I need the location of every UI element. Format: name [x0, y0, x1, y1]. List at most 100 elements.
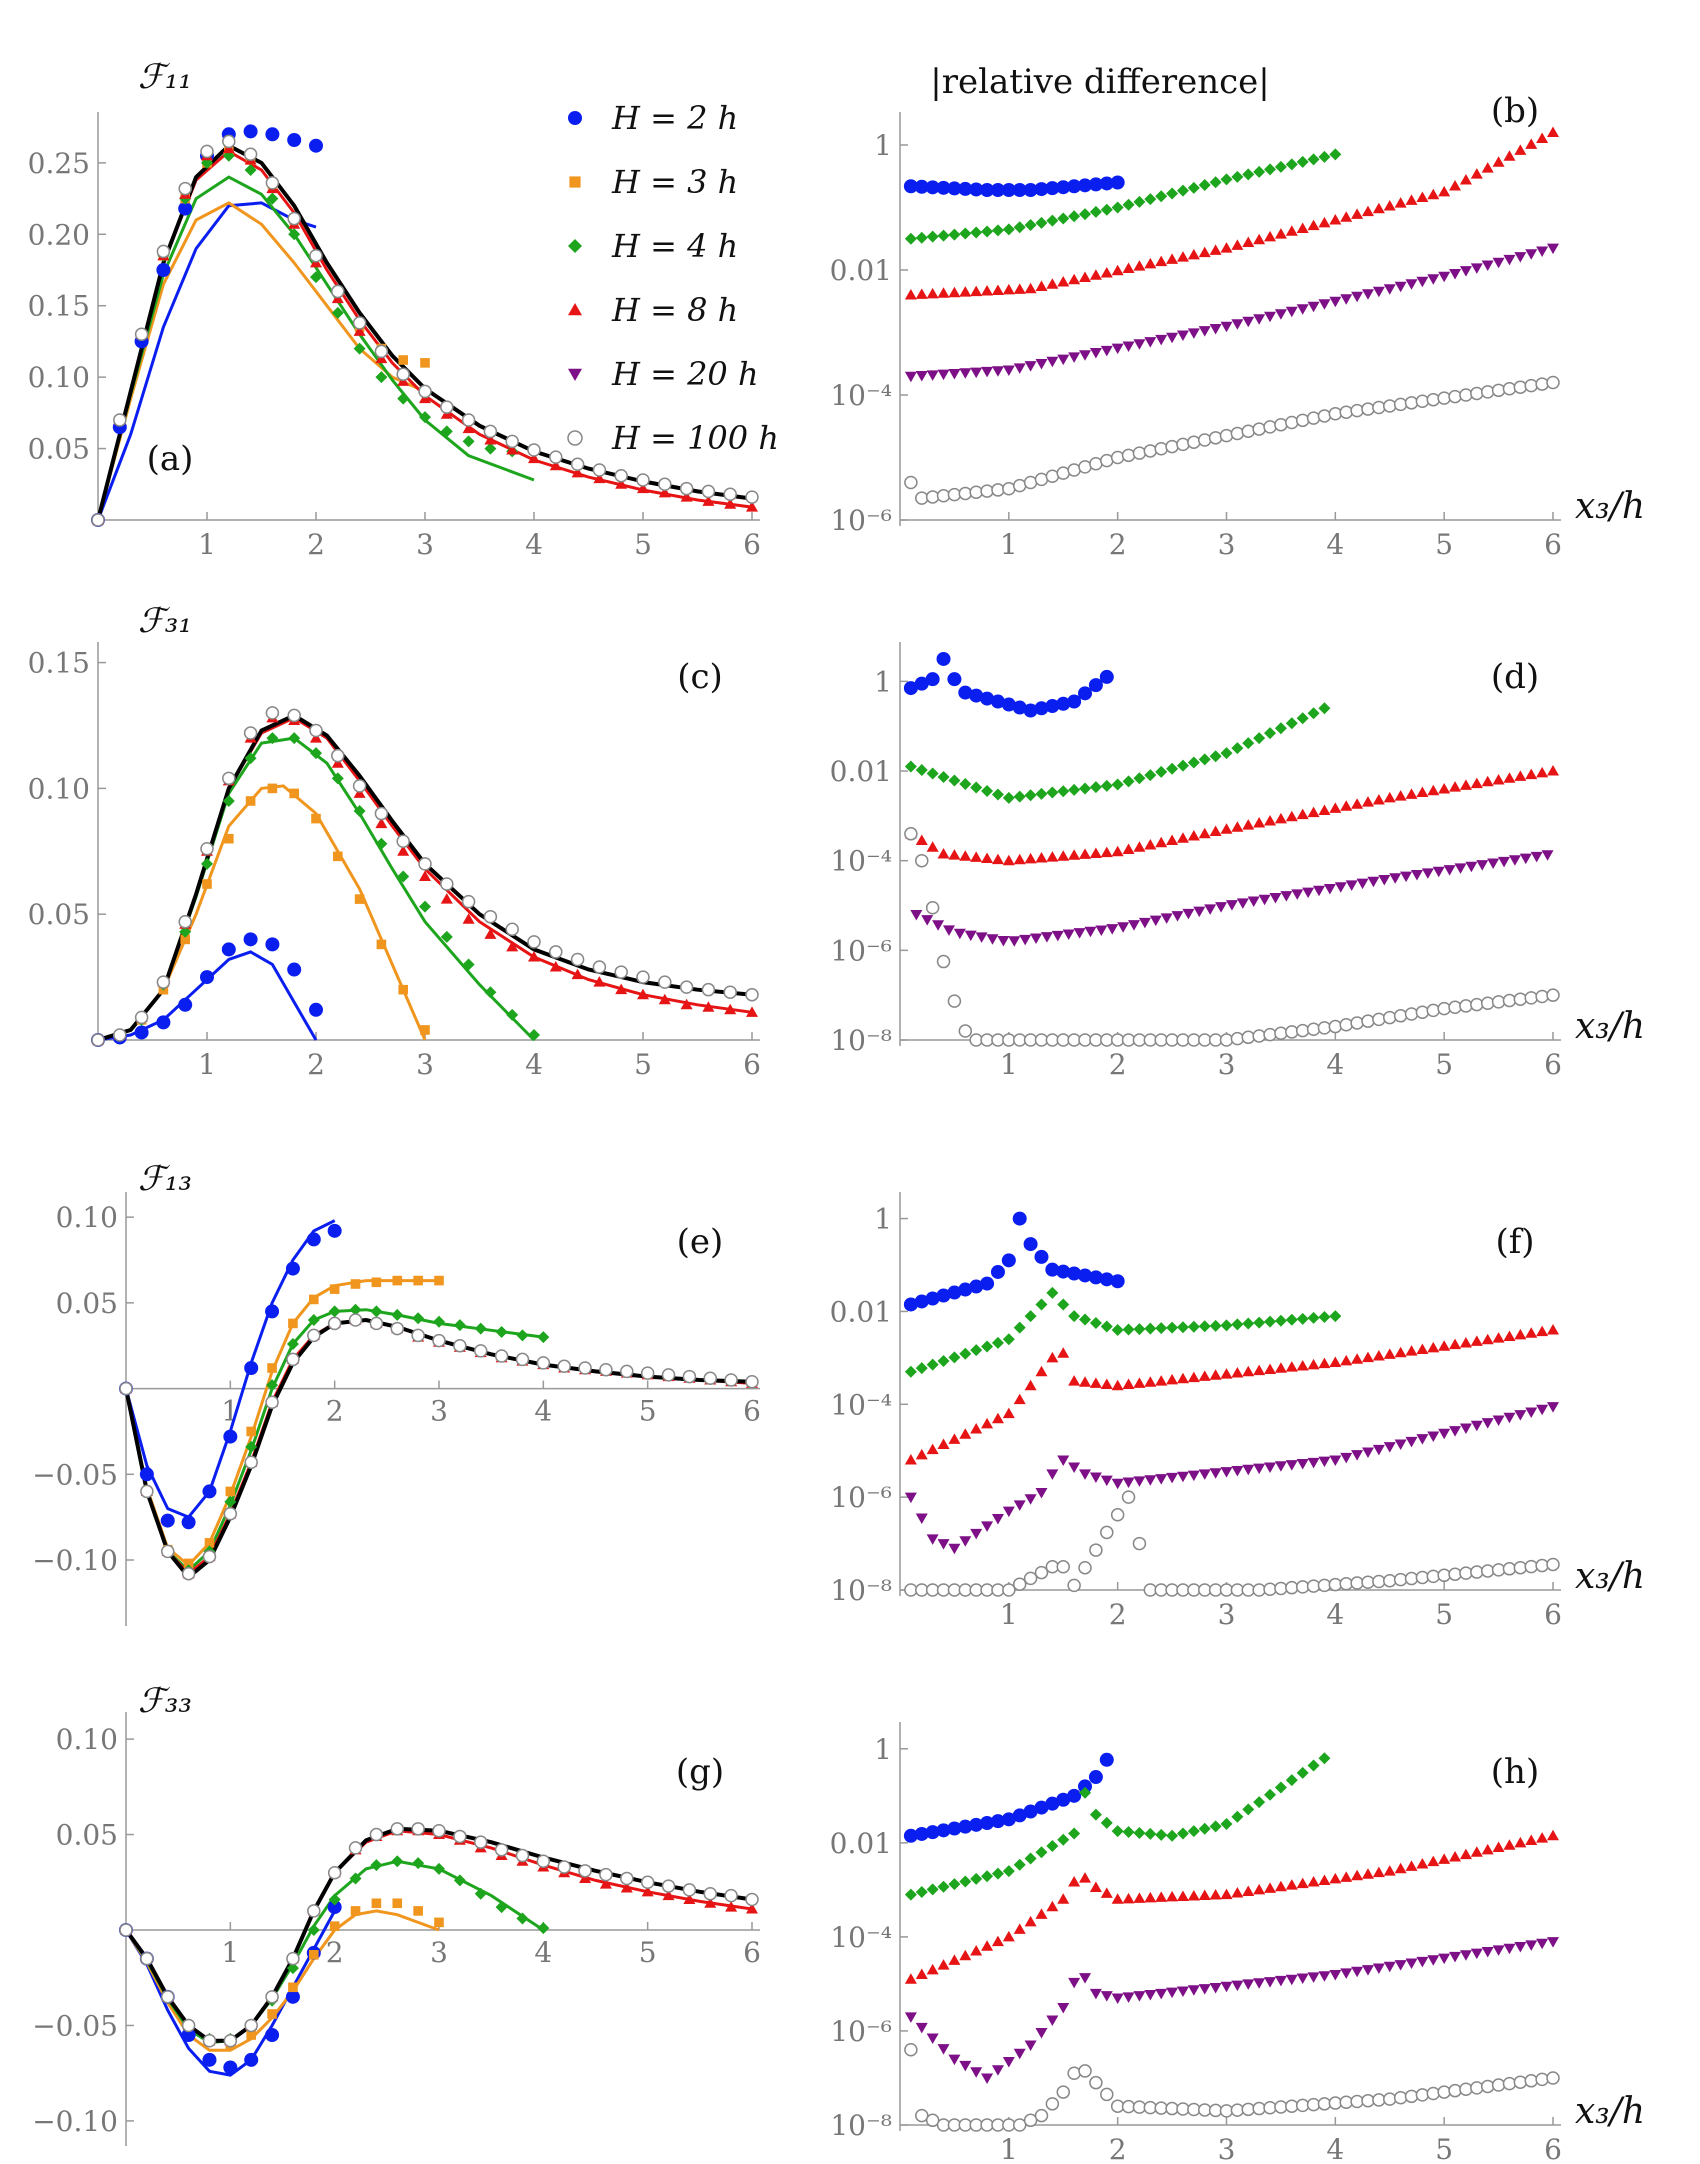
point-H20 [1062, 929, 1075, 940]
point-H8 [1274, 812, 1287, 824]
point-H4 [245, 1440, 258, 1453]
point-H20 [1122, 1992, 1135, 2003]
point-H3 [288, 1982, 298, 1993]
point-H100 [1034, 2108, 1049, 2123]
point-H2 [958, 1819, 973, 1834]
reference-line [124, 1317, 753, 1580]
point-H100 [1502, 382, 1517, 396]
point-H20 [1264, 1977, 1277, 1988]
point-H100 [1078, 2064, 1092, 2078]
point-H4 [453, 1319, 466, 1332]
point-H8 [1002, 283, 1015, 295]
point-H8 [528, 452, 540, 464]
point-H20 [1193, 906, 1206, 918]
point-H8 [1089, 269, 1102, 280]
point-H100 [483, 424, 498, 439]
point-H4 [495, 1901, 508, 1914]
point-H4 [1057, 1298, 1070, 1311]
point-H8 [1318, 216, 1331, 228]
point-H100 [1012, 478, 1027, 493]
point-H8 [1470, 1335, 1483, 1346]
point-H2 [925, 672, 940, 687]
point-H4 [222, 794, 235, 807]
y-tick-label: 0.01 [830, 1295, 892, 1328]
point-H20 [1079, 1469, 1092, 1480]
point-H100 [904, 2043, 918, 2057]
point-H20 [904, 2012, 917, 2023]
point-H20 [1117, 922, 1130, 933]
point-H100 [980, 484, 994, 498]
point-H8 [1405, 788, 1418, 799]
point-H8 [1122, 1378, 1135, 1390]
point-H100 [483, 909, 498, 924]
point-H8 [1024, 1915, 1037, 1927]
point-H100 [265, 176, 280, 190]
series-line-H3 [124, 1909, 440, 2052]
series-line-H3 [97, 784, 427, 1042]
point-H8 [1372, 202, 1385, 214]
point-H20 [1133, 1476, 1146, 1487]
point-H20 [1361, 289, 1374, 300]
point-H4 [1057, 212, 1070, 225]
point-H100 [1437, 1568, 1451, 1583]
point-H4 [1100, 203, 1113, 216]
point-H2 [1012, 1211, 1027, 1226]
point-H2 [980, 691, 995, 706]
point-H100 [640, 1366, 655, 1380]
point-H20 [1057, 354, 1070, 366]
point-H8 [1351, 1353, 1364, 1364]
point-H100 [1176, 437, 1190, 452]
point-H4 [948, 1878, 961, 1891]
point-H100 [243, 726, 258, 740]
point-H2 [1023, 1804, 1038, 1819]
point-H4 [959, 1875, 972, 1888]
point-H4 [959, 1347, 972, 1360]
point-H20 [1351, 1450, 1364, 1461]
point-H4 [1176, 1321, 1189, 1334]
point-H20 [1111, 1993, 1124, 2005]
point-H2 [287, 962, 302, 977]
x-tick-label: 3 [430, 1395, 448, 1428]
panel-label: (c) [677, 657, 723, 697]
point-H100 [947, 487, 962, 502]
point-H8 [375, 817, 388, 829]
point-H20 [1024, 361, 1037, 372]
point-H8 [1307, 1358, 1320, 1370]
x-tick-label: 1 [1000, 1598, 1018, 1631]
point-H20 [1002, 1506, 1015, 1518]
point-H4 [286, 1338, 299, 1350]
point-H2 [244, 1361, 259, 1375]
point-H100 [1535, 2072, 1549, 2087]
point-H20 [1372, 1444, 1385, 1456]
point-H20 [915, 371, 928, 382]
point-H2 [1034, 1800, 1049, 1815]
series-line-H2 [124, 1219, 336, 1519]
point-H8 [1231, 821, 1244, 832]
legend-label-H100: H = 100 h [611, 419, 779, 457]
point-H8 [948, 286, 961, 298]
point-H8 [959, 1949, 972, 1961]
point-H8 [1144, 257, 1157, 269]
y-tick-label: 0.15 [28, 647, 90, 680]
point-H20 [1536, 246, 1549, 257]
point-H4 [1035, 787, 1048, 800]
point-H100 [1415, 394, 1430, 408]
point-H100 [440, 400, 454, 414]
y-tick-label: 0.01 [830, 755, 892, 788]
point-H20 [1416, 1956, 1429, 1968]
point-H4 [1079, 782, 1092, 795]
point-H100 [1524, 991, 1538, 1005]
point-H4 [1111, 1324, 1124, 1336]
point-H20 [1242, 1464, 1255, 1476]
point-H8 [702, 1001, 715, 1012]
point-H2 [1034, 1249, 1049, 1264]
point-H4 [1242, 1317, 1255, 1330]
point-H8 [1525, 1834, 1538, 1846]
point-H8 [1274, 1880, 1287, 1892]
point-H8 [1536, 1325, 1549, 1337]
point-H20 [1079, 350, 1092, 361]
point-H8 [1155, 255, 1168, 267]
y-tick-label: 10⁻⁸ [830, 1574, 892, 1607]
point-H20 [1307, 1457, 1320, 1469]
